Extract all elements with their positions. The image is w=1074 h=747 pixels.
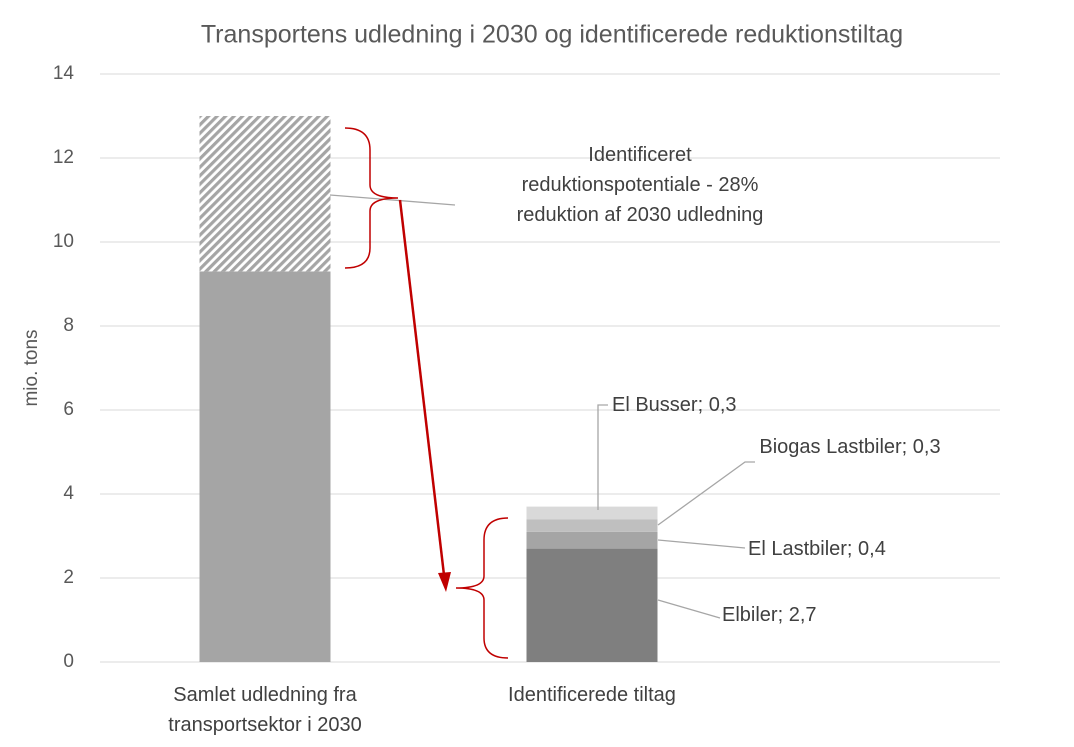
x-tick-label: Identificerede tiltag [508,684,676,706]
y-tick-label: 0 [63,651,74,672]
y-axis-title: mio. tons [21,329,42,406]
y-tick-label: 8 [63,315,74,336]
annotation: Identificeret reduktionspotentiale - 28%… [516,144,764,226]
y-tick-label: 4 [63,483,74,504]
chart-title: Transportens udledning i 2030 og identif… [201,21,903,49]
arrow-head [438,572,451,592]
data-label: Biogas Lastbiler; 0,3 [759,436,941,458]
bar-segment [199,271,331,662]
data-label: El Busser; 0,3 [612,394,737,416]
leader-lines [329,194,755,619]
bar-segment [199,116,331,272]
y-tick-label: 12 [53,147,74,168]
y-tick-label: 2 [63,567,74,588]
bar-segment [526,531,658,549]
arrow [398,199,446,576]
data-label: El Lastbiler; 0,4 [748,538,886,560]
y-tick-label: 14 [53,63,75,84]
braces [344,127,509,659]
y-tick-label: 6 [63,399,74,420]
x-tick-label: Samlet udledning fra transportsektor i 2… [168,684,362,736]
y-tick-label: 10 [53,231,74,252]
data-label: Elbiler; 2,7 [722,604,817,626]
bar-segment [526,519,658,532]
bar-segment [526,506,658,520]
bar-segment [526,548,658,662]
